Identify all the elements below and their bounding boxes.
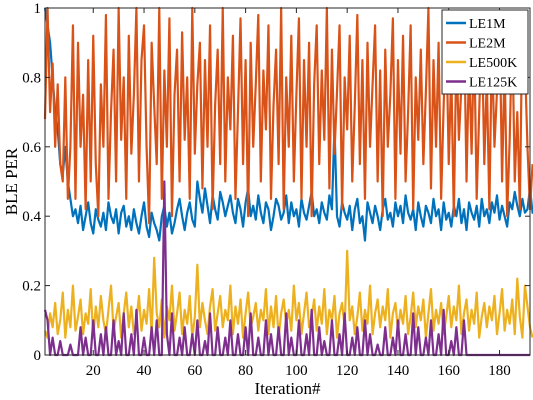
y-tick-label: 1: [34, 1, 42, 17]
x-tick-label: 60: [187, 363, 202, 379]
x-axis-label: Iteration#: [254, 379, 321, 398]
ticks-layer: 20 40 60 80 100 120 140 160 180 0 0.2 0.4 0.6 0.8 1: [22, 1, 530, 379]
x-tick-label: 20: [86, 363, 101, 379]
x-tick-label: 140: [387, 363, 410, 379]
legend-label-le2m: LE2M: [469, 37, 506, 52]
y-tick-label: 0.6: [22, 140, 41, 156]
x-tick-label: 40: [137, 363, 152, 379]
x-tick-label: 120: [336, 363, 359, 379]
x-tick-label: 180: [488, 363, 511, 379]
plot-area-frame: [44, 7, 531, 356]
y-tick-label: 0.2: [22, 279, 41, 295]
y-axis-label: BLE PER: [2, 147, 21, 215]
legend: LE1M LE2M LE500K LE125K: [441, 9, 529, 95]
x-tick-label: 100: [285, 363, 308, 379]
y-tick-label: 0.8: [22, 70, 41, 86]
y-tick-label: 0.4: [22, 209, 41, 225]
x-tick-label: 160: [437, 363, 460, 379]
x-tick-label: 80: [238, 363, 253, 379]
y-tick-label: 0: [34, 348, 42, 364]
legend-label-le500k: LE500K: [469, 56, 517, 71]
legend-label-le125k: LE125K: [469, 76, 517, 91]
series-line-le500k: [43, 249, 533, 339]
legend-label-le1m: LE1M: [469, 17, 506, 32]
axes-layer: [44, 7, 531, 356]
